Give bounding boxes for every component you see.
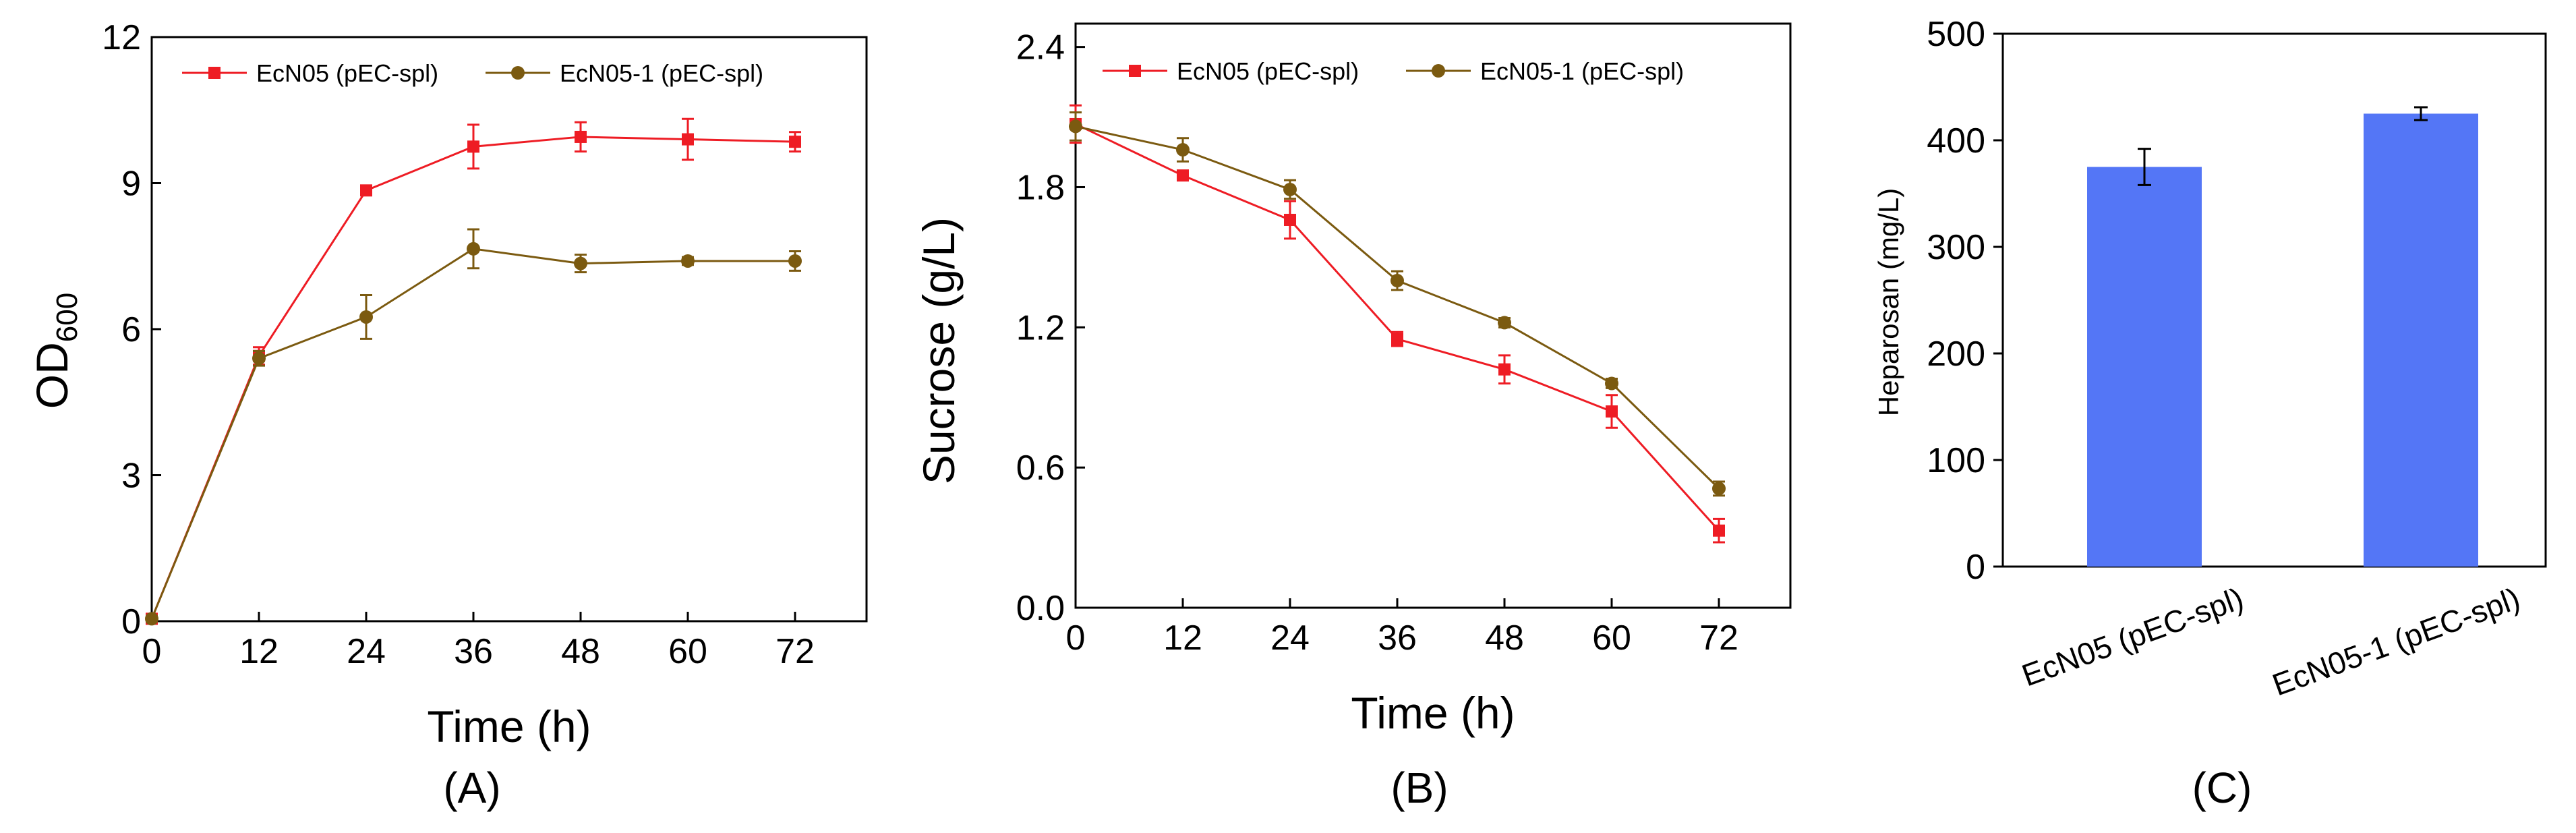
panel-b-x-axis: 0 12 24 36 48 60 72 (1066, 598, 1738, 658)
b-series-ecn05-1-point (1605, 376, 1618, 391)
c-y-tick-label: 0 (1966, 548, 1985, 587)
panel-a-y-axis-title: OD600 (27, 293, 84, 409)
a-x-tick-label: 0 (142, 632, 162, 671)
panel-a-series-layer (145, 117, 802, 626)
b-series-ecn05-1-point (1712, 482, 1726, 496)
panel-b-label: (B) (1391, 764, 1448, 812)
c-y-tick-label: 400 (1927, 121, 1985, 161)
a-legend-ecn05-1-label: EcN05-1 (pEC-spl) (560, 59, 763, 87)
a-x-tick-label: 72 (775, 632, 815, 671)
panel-c: 0 100 200 300 400 500 EcN05 (pEC-spl) EcN05-1 … (1873, 15, 2547, 812)
panel-a-y-axis-title-subscript: 600 (51, 293, 84, 342)
panel-c-label: (C) (2192, 764, 2252, 812)
panel-b: 0.0 0.6 1.2 1.8 2.4 0 12 24 36 48 60 72 EcN05 (pEC… (914, 22, 1792, 812)
a-series-ecn05-point (789, 136, 801, 148)
b-series-ecn05-point (1284, 213, 1296, 226)
b-series-ecn05-1-point (1069, 119, 1082, 134)
b-y-tick-label: 0.6 (1016, 449, 1065, 488)
c-bar-ecn05-1 (2364, 113, 2478, 567)
b-series-ecn05-1-line (1075, 125, 1720, 490)
a-series-ecn05-1-point (467, 241, 480, 256)
a-series-ecn05-1-point (145, 612, 158, 626)
a-x-tick-label: 12 (239, 632, 279, 671)
panel-c-x-axis: EcN05 (pEC-spl) EcN05-1 (pEC-spl) (2017, 581, 2524, 703)
b-legend-ecn05-1-marker (1432, 64, 1445, 78)
a-series-ecn05-1-point (574, 256, 587, 270)
b-x-tick-label: 36 (1378, 619, 1417, 658)
b-series-ecn05-line (1075, 123, 1720, 532)
c-y-tick-label: 300 (1927, 228, 1985, 267)
b-y-tick-label: 0.0 (1016, 589, 1065, 628)
panel-c-frame (2001, 32, 2547, 568)
panel-a-x-axis-title: Time (h) (427, 701, 591, 751)
b-x-tick-label: 0 (1066, 619, 1086, 658)
c-y-tick-label: 100 (1927, 441, 1985, 480)
a-series-ecn05-1-point (252, 351, 266, 366)
panel-a-y-axis-title-main: OD (27, 342, 77, 409)
b-y-tick-label: 1.2 (1016, 308, 1065, 347)
a-legend-ecn05-label: EcN05 (pEC-spl) (256, 59, 438, 87)
a-series-ecn05-1-point (788, 254, 802, 268)
a-x-tick-label: 60 (668, 632, 707, 671)
b-y-tick-label: 2.4 (1016, 28, 1065, 67)
panel-c-y-axis-title: Heparosan (mg/L) (1873, 188, 1904, 416)
c-x-tick-label-ecn05: EcN05 (pEC-spl) (2017, 581, 2248, 693)
a-legend-ecn05-marker (208, 67, 221, 79)
panel-a-legend: EcN05 (pEC-spl) EcN05-1 (pEC-spl) (182, 59, 763, 87)
a-series-ecn05-line (150, 136, 796, 619)
panel-b-y-axis: 0.0 0.6 1.2 1.8 2.4 (1016, 28, 1085, 628)
a-y-tick-label: 6 (121, 310, 141, 349)
panel-c-y-axis: 0 100 200 300 400 500 (1927, 15, 2003, 587)
panel-b-legend: EcN05 (pEC-spl) EcN05-1 (pEC-spl) (1103, 57, 1684, 85)
b-series-ecn05-point (1713, 524, 1725, 537)
panel-b-y-axis-title: Sucrose (g/L) (914, 217, 964, 484)
a-y-tick-label: 12 (102, 18, 141, 57)
b-series-ecn05-1-point (1176, 143, 1190, 157)
panel-a-x-axis: 0 12 24 36 48 60 72 (142, 612, 815, 671)
b-legend-ecn05-marker (1129, 65, 1141, 77)
a-y-tick-label: 0 (121, 602, 141, 641)
b-legend-ecn05-label: EcN05 (pEC-spl) (1177, 57, 1359, 85)
a-x-tick-label: 48 (561, 632, 600, 671)
b-x-tick-label: 24 (1270, 619, 1310, 658)
a-x-tick-label: 36 (454, 632, 493, 671)
b-x-tick-label: 72 (1699, 619, 1738, 658)
b-x-tick-label: 60 (1592, 619, 1631, 658)
b-x-tick-label: 12 (1163, 619, 1202, 658)
panel-b-series-layer (1069, 104, 1726, 544)
panel-b-x-axis-title: Time (h) (1351, 688, 1515, 738)
a-y-tick-label: 9 (121, 165, 141, 204)
a-series-ecn05-1-line (150, 248, 795, 619)
a-y-tick-label: 3 (121, 457, 141, 496)
c-y-tick-label: 200 (1927, 335, 1985, 374)
panel-c-bars (2087, 106, 2478, 567)
panel-a-frame (150, 36, 868, 623)
b-legend-ecn05-1-label: EcN05-1 (pEC-spl) (1480, 57, 1684, 85)
b-series-ecn05-point (1391, 333, 1403, 345)
b-x-tick-label: 48 (1485, 619, 1524, 658)
c-bar-ecn05 (2087, 167, 2202, 567)
b-series-ecn05-1-point (1498, 316, 1511, 330)
a-series-ecn05-point (360, 184, 372, 197)
b-series-ecn05-point (1606, 405, 1618, 418)
b-series-ecn05-point (1498, 363, 1511, 376)
panel-a-label: (A) (443, 764, 500, 812)
a-legend-ecn05-1-marker (511, 66, 525, 80)
a-series-ecn05-1-point (681, 254, 695, 268)
c-x-tick-label-ecn05-1: EcN05-1 (pEC-spl) (2268, 581, 2525, 703)
a-series-ecn05-point (467, 140, 479, 153)
a-series-ecn05-1-point (359, 310, 373, 324)
b-y-tick-label: 1.8 (1016, 168, 1065, 207)
a-series-ecn05-point (575, 130, 587, 143)
panel-a-y-axis: 0 3 6 9 12 (102, 18, 161, 641)
b-series-ecn05-point (1177, 169, 1189, 182)
c-y-tick-label: 500 (1927, 15, 1985, 54)
a-x-tick-label: 24 (347, 632, 386, 671)
b-series-ecn05-1-point (1391, 274, 1404, 288)
b-series-ecn05-1-point (1283, 182, 1297, 196)
a-series-ecn05-point (682, 133, 694, 146)
panel-b-frame (1074, 22, 1792, 609)
